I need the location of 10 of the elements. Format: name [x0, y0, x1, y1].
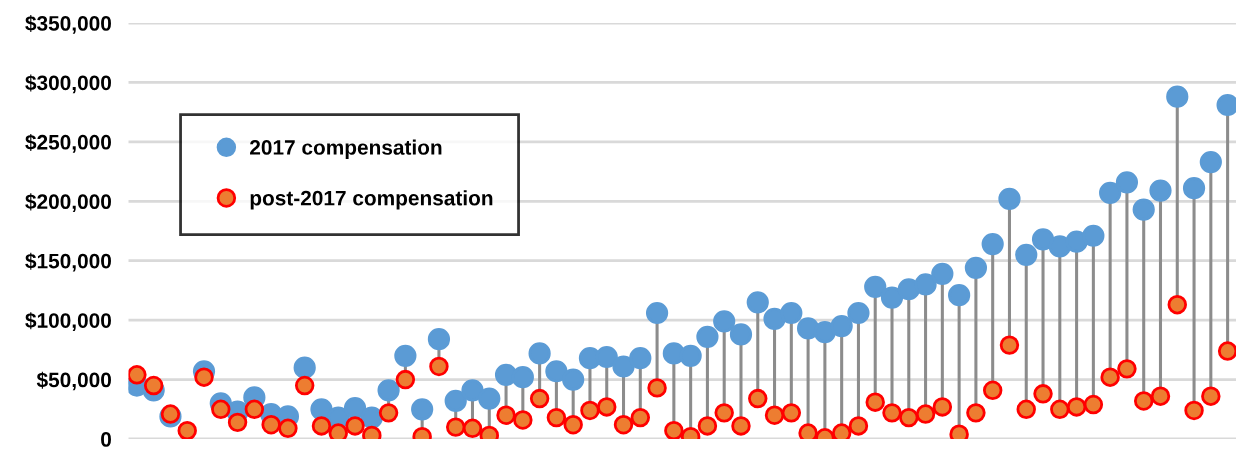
y-tick-label: $350,000 — [25, 15, 111, 34]
legend-label: post-2017 compensation — [250, 190, 493, 210]
y-tick-label: $300,000 — [25, 74, 111, 94]
y-tick-label: $50,000 — [36, 371, 111, 391]
y-tick-label: $250,000 — [25, 133, 111, 153]
legend-label: 2017 compensation — [250, 139, 442, 159]
y-tick-label: $100,000 — [25, 312, 111, 331]
y-tick-label: $150,000 — [25, 252, 111, 272]
y-tick-label: $200,000 — [25, 193, 111, 213]
y-tick-label: 0 — [101, 432, 111, 447]
